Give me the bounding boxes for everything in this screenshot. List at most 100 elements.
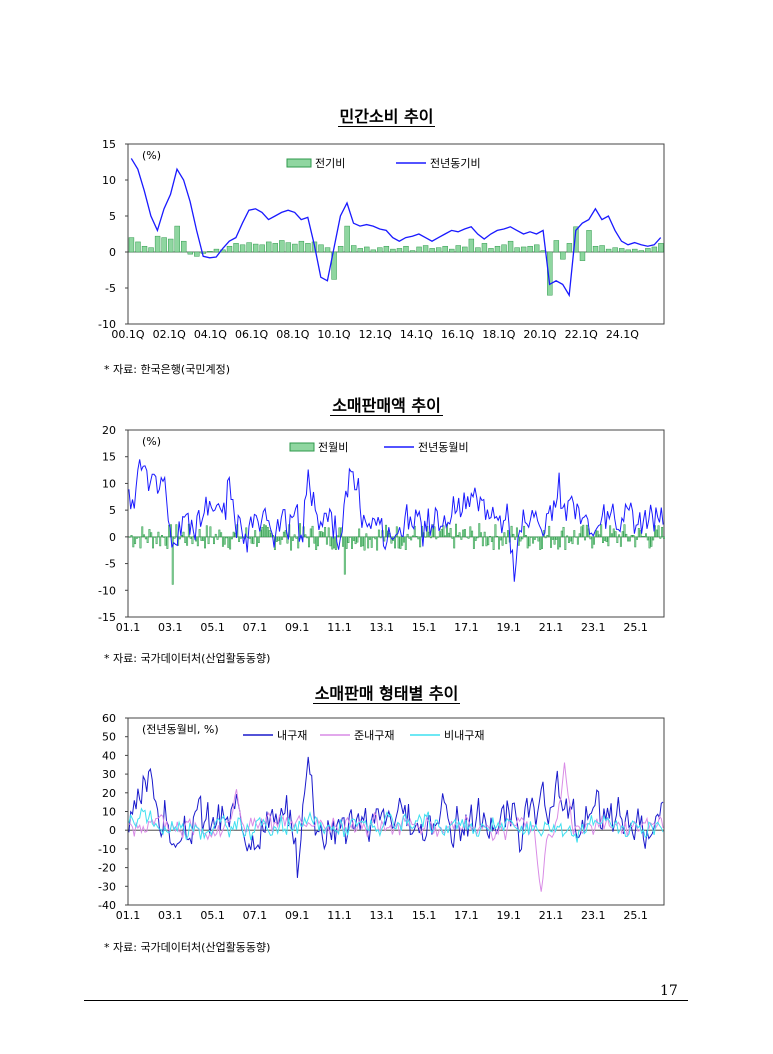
bar [164,536,167,546]
bar [618,248,625,253]
bar [325,536,328,545]
bar [501,536,504,546]
bar [397,536,400,549]
bar [612,247,618,253]
bar [207,251,213,253]
bar [455,523,457,538]
bar [132,536,135,548]
bar [239,536,242,539]
bar [506,530,509,538]
bar [628,536,631,542]
bar [437,536,440,538]
bar [566,535,569,538]
bar [238,536,241,542]
bar [605,536,608,542]
bar [553,536,556,545]
bar [453,536,456,549]
bar [135,536,138,539]
bar [159,536,162,547]
bar [576,536,579,545]
y-tick-label: 10 [102,806,116,819]
bar [515,527,518,538]
bar [230,536,233,540]
bar [200,251,207,254]
bar [579,251,586,261]
bar [634,536,637,548]
bar [463,529,466,538]
bar [154,235,161,253]
bar [411,535,414,538]
legend-label: 전월비 [318,441,348,454]
bar [637,528,640,538]
bar [496,536,499,538]
bar [383,245,390,253]
bar [546,535,549,538]
y-tick-label: 5 [109,210,116,223]
bar [252,536,255,545]
bar [586,230,592,253]
series-2 [128,762,664,892]
bar [343,536,346,575]
bar [442,525,445,538]
bar [148,529,151,538]
bar [618,534,621,538]
y-tick-label: 15 [102,451,116,464]
series-line [130,158,662,298]
bar [480,532,483,538]
bar [444,535,447,538]
bar [650,536,653,547]
bar [225,536,228,539]
bar [501,244,507,253]
x-tick-label: 10.1Q [317,328,350,341]
bar [555,536,558,540]
bar [429,248,435,253]
bar [187,251,193,255]
bar [498,536,500,550]
bar [372,536,375,538]
bar [304,534,307,538]
x-tick-label: 25.1 [623,909,648,922]
unit-label: (%) [142,149,161,162]
bar [306,536,309,539]
bar [227,536,230,548]
bar [376,536,379,551]
bar [174,225,180,253]
bar [603,536,606,541]
bar [621,531,624,538]
x-tick-label: 07.1 [243,909,268,922]
x-tick-label: 00.1Q [111,328,144,341]
bar [239,244,246,253]
bar [226,245,233,253]
bar [337,245,344,253]
bar [658,243,664,253]
bar [205,525,208,538]
bar [494,245,501,253]
y-tick-label: -20 [98,862,116,875]
bar [198,529,201,538]
bar [181,240,187,253]
bar [383,536,386,542]
bar [184,536,187,543]
bar [661,526,664,538]
page-number: 17 [660,983,678,999]
bar [259,244,265,253]
bar [474,536,477,541]
bar [250,536,253,544]
legend-swatch [289,442,315,452]
chart1-title: 민간소비 추이 [337,107,436,127]
bar [526,536,529,549]
bar [356,536,359,543]
bar [433,526,436,538]
bar [399,536,402,549]
series-2 [130,158,662,298]
bar [623,524,626,538]
bar [632,535,635,538]
series-1 [128,225,664,296]
bar [245,527,248,538]
bar [144,536,147,540]
bar [614,531,617,538]
bar [440,529,443,538]
bar [370,536,373,548]
